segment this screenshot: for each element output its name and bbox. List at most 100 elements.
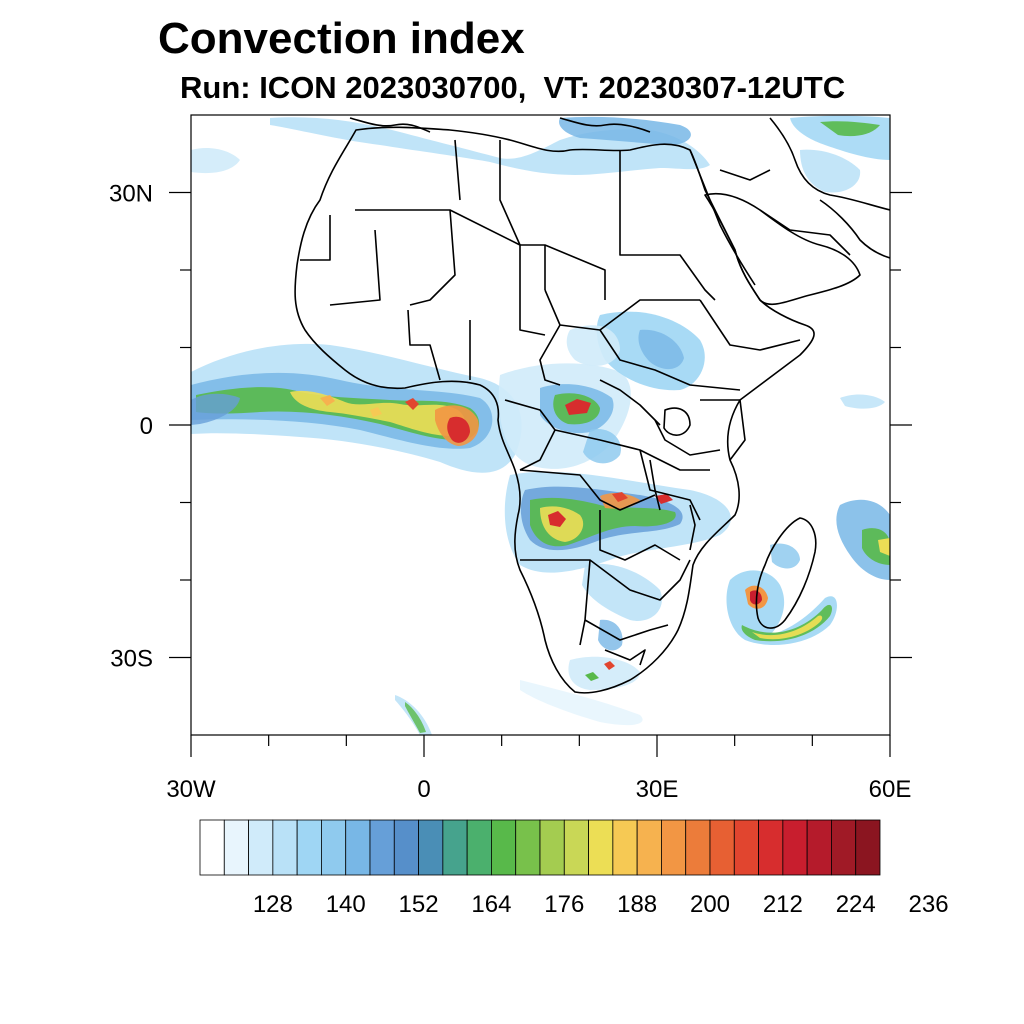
- lake-victoria: [663, 407, 691, 436]
- field-sudan: [566, 325, 620, 366]
- field-med-east: [559, 116, 691, 145]
- field-safrica-spot: [585, 672, 599, 681]
- x-tick-label: 60E: [869, 776, 912, 803]
- colorbar-swatch: [588, 819, 614, 876]
- colorbar-swatch: [758, 819, 784, 876]
- field-west-spot: [405, 398, 419, 410]
- map-subtitle: Run: ICON 2023030700, VT: 20230307-12UTC: [180, 70, 846, 105]
- colorbar-swatch: [709, 819, 735, 876]
- colorbar-swatch: [321, 819, 347, 876]
- map-title: Convection index: [158, 14, 525, 63]
- colorbar-swatch: [223, 819, 249, 876]
- field-south-red: [612, 492, 628, 502]
- colorbar-swatch: [296, 819, 322, 876]
- madagascar-coastline: [755, 517, 817, 629]
- colorbar-swatch: [733, 819, 759, 876]
- country-border: [599, 379, 661, 426]
- colorbar-swatch: [855, 819, 881, 876]
- colorbar-swatch: [806, 819, 832, 876]
- colorbar-label: 152: [399, 891, 439, 918]
- field-ethiopia-dark: [638, 329, 684, 370]
- colorbar-swatch: [636, 819, 662, 876]
- field-safrica-spot: [604, 661, 615, 670]
- colorbar-swatch: [661, 819, 687, 876]
- field-west-band-red: [447, 416, 470, 443]
- y-tick-label: 0: [140, 413, 153, 440]
- country-border: [619, 150, 716, 301]
- europe-coastline: [349, 117, 431, 133]
- field-congo-red: [565, 399, 591, 415]
- field-south-red: [655, 494, 673, 504]
- lake-malawi: [689, 504, 696, 551]
- field-indian-ocean-north: [840, 394, 885, 409]
- field-madagascar-north: [770, 543, 800, 569]
- country-border: [539, 324, 561, 386]
- country-border: [759, 209, 851, 256]
- field-indian-ocean-yellow: [878, 538, 890, 556]
- field-south-atlantic: [405, 702, 426, 733]
- colorbar: 128 140 152 164 176 188 200 212 224 236: [199, 819, 949, 918]
- x-tick-label: 30W: [166, 776, 216, 803]
- redsea-coastline: [689, 149, 756, 286]
- colorbar-swatch: [248, 819, 274, 876]
- field-safrica: [568, 656, 640, 690]
- colorbar-label: 200: [690, 891, 730, 918]
- colorbar-swatch: [466, 819, 492, 876]
- country-border: [454, 139, 461, 201]
- colorbar-swatch: [369, 819, 395, 876]
- colorbar-label: 176: [544, 891, 584, 918]
- country-border: [584, 619, 669, 641]
- gulf-coastline: [819, 199, 890, 259]
- colorbar-label: 224: [836, 891, 876, 918]
- field-gulf: [800, 149, 861, 193]
- country-border: [544, 244, 606, 300]
- country-border: [604, 649, 646, 666]
- colorbar-swatch: [685, 819, 711, 876]
- field-cyclone-band-yellow: [752, 615, 823, 640]
- colorbar-swatch: [782, 819, 808, 876]
- country-border: [719, 169, 771, 181]
- x-tick-label: 30E: [636, 776, 679, 803]
- colorbar-swatch: [563, 819, 589, 876]
- country-border: [519, 469, 656, 511]
- y-tick-label: 30S: [110, 646, 153, 673]
- y-tick-label: 30N: [109, 181, 153, 208]
- colorbar-swatch: [491, 819, 517, 876]
- colorbar-label: 236: [909, 891, 949, 918]
- colorbar-swatch: [831, 819, 857, 876]
- country-border: [499, 140, 521, 246]
- country-border: [639, 449, 701, 521]
- field-west-med: [191, 148, 240, 174]
- country-border: [407, 309, 441, 381]
- field-turkey-green: [820, 121, 880, 137]
- colorbar-swatch: [272, 819, 298, 876]
- field-botswana: [582, 563, 662, 621]
- field-se-atlantic: [520, 680, 643, 726]
- colorbar-swatch: [393, 819, 419, 876]
- colorbar-label: 140: [326, 891, 366, 918]
- field-indian-ocean-green: [862, 528, 890, 565]
- colorbar-label: 128: [253, 891, 293, 918]
- arabia-coastline: [704, 192, 861, 305]
- field-west-spot: [370, 407, 382, 417]
- country-border: [520, 559, 591, 646]
- colorbar-swatch: [418, 819, 444, 876]
- lake-tanganyika: [649, 459, 661, 511]
- country-border: [355, 209, 546, 290]
- coastline-borders: [294, 117, 890, 694]
- country-border: [329, 229, 381, 306]
- colorbar-swatch: [199, 819, 225, 876]
- country-border: [700, 399, 746, 461]
- africa-coastline: [294, 126, 815, 694]
- field-atlantic-trail: [191, 393, 240, 425]
- colorbar-swatch: [442, 819, 468, 876]
- country-border: [300, 215, 331, 261]
- field-west-spot: [320, 395, 335, 406]
- x-tick-label: 0: [417, 776, 430, 803]
- country-border: [589, 559, 691, 601]
- turkey-coastline: [769, 117, 890, 211]
- colorbar-label: 164: [471, 891, 511, 918]
- country-border: [599, 510, 681, 561]
- colorbar-swatch: [539, 819, 565, 876]
- country-border: [519, 245, 546, 336]
